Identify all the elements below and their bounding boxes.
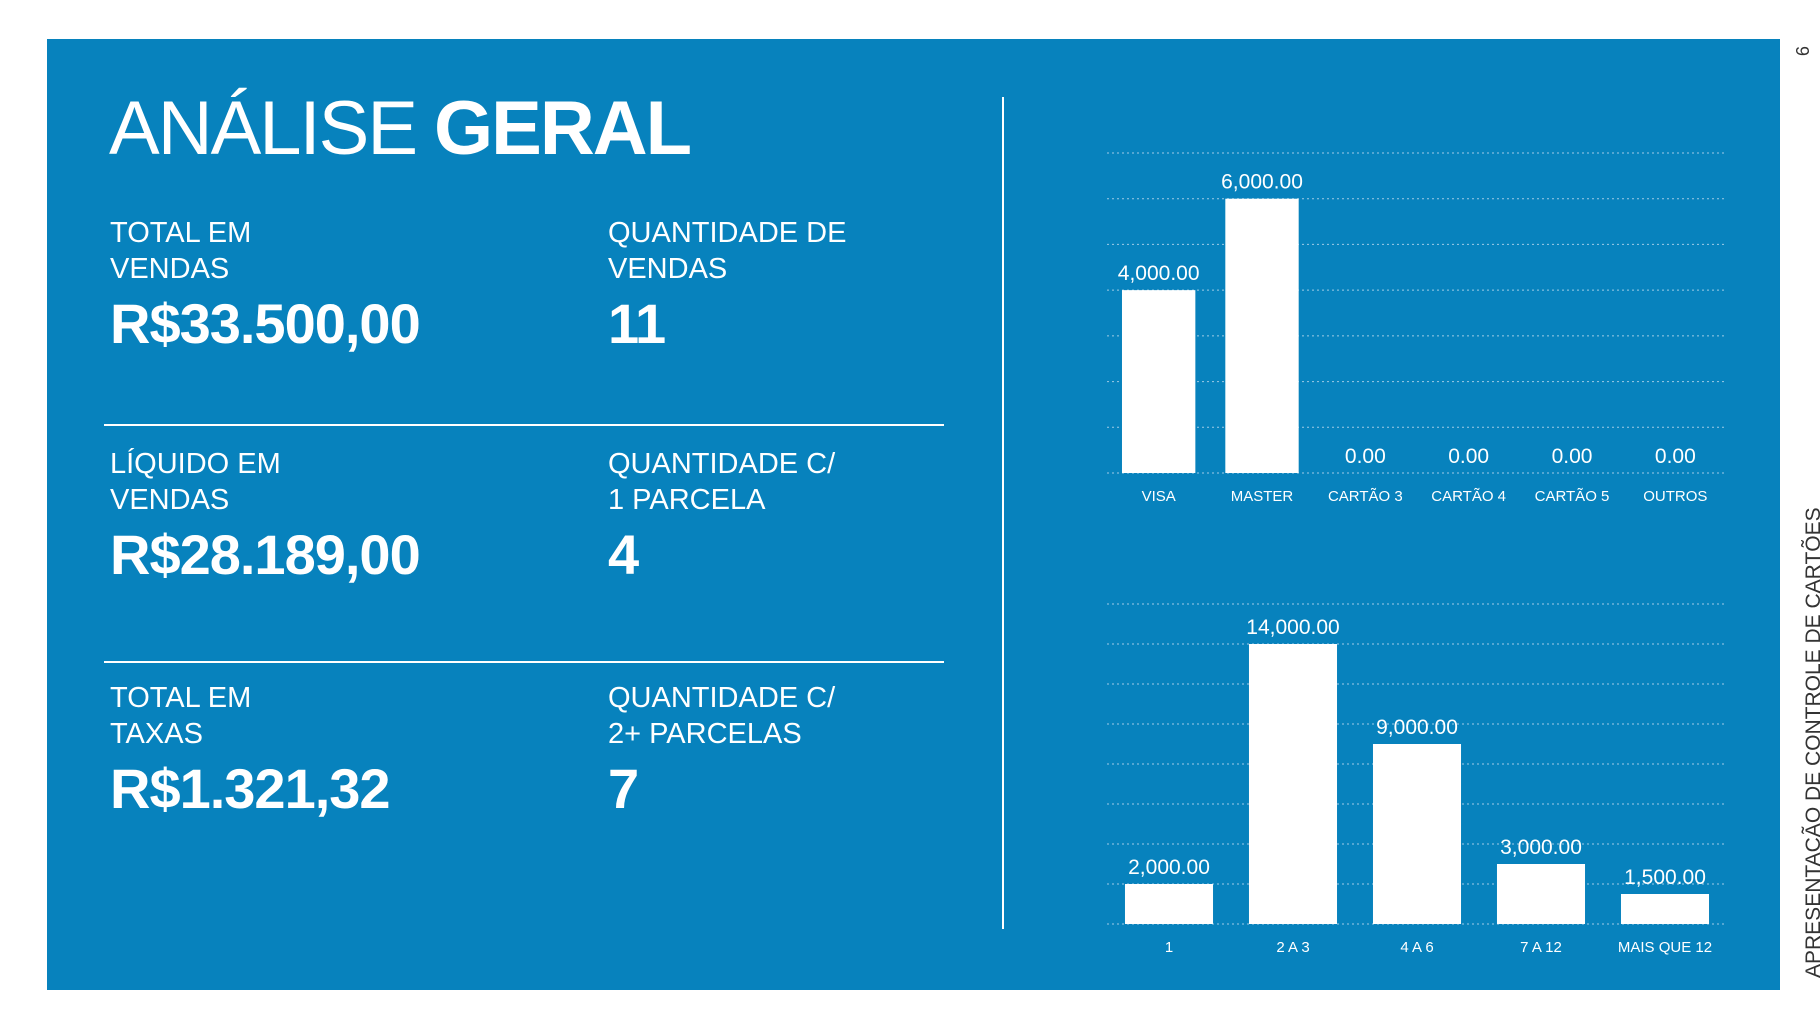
stat-value: 11 [608, 292, 666, 355]
tick-label: CARTÃO 3 [1328, 488, 1403, 505]
stat-label-line-1: QUANTIDADE C/ [608, 448, 836, 480]
stat-label-line-2: TAXAS [110, 718, 203, 750]
tick-label: OUTROS [1643, 488, 1707, 505]
title-light: ANÁLISE [109, 86, 418, 171]
bar [1496, 864, 1586, 924]
tick-label: 2 A 3 [1276, 939, 1309, 956]
stat-label-line-2: VENDAS [110, 253, 230, 285]
stat-label-line-1: TOTAL EM [110, 682, 252, 714]
tick-label: MASTER [1231, 488, 1294, 505]
data-label: 6,000.00 [1221, 171, 1303, 194]
bar [1248, 644, 1338, 924]
bar [1124, 884, 1214, 924]
stat-label-line-1: LÍQUIDO EM [110, 448, 281, 480]
tick-label: VISA [1142, 488, 1176, 505]
stat-value: R$1.321,32 [110, 757, 391, 820]
title-bold: GERAL [434, 86, 692, 171]
stat-label-line-2: 1 PARCELA [608, 484, 766, 516]
stat-value: 7 [608, 757, 639, 820]
main-panel: ANÁLISE GERAL TOTAL EM VENDAS R$33.500,00… [47, 39, 1780, 990]
chart-card-brand: 4,000.00 VISA 6,000.00 MASTER 0.00 CARTÃO 3 0.… [1107, 152, 1727, 505]
divider-2 [104, 661, 944, 663]
stat-value: 4 [608, 523, 639, 586]
side-caption: APRESENTAÇÃO DE CONTROLE DE CARTÕES [1802, 507, 1820, 978]
stat-value: R$33.500,00 [110, 292, 421, 355]
data-label: 14,000.00 [1246, 616, 1339, 639]
stat-label-line-2: 2+ PARCELAS [608, 718, 802, 750]
bar [1121, 290, 1196, 473]
tick-label: CARTÃO 4 [1431, 488, 1506, 505]
data-label: 0.00 [1345, 445, 1386, 468]
stat-quantidade-2-parcelas: QUANTIDADE C/ 2+ PARCELAS 7 [608, 680, 835, 820]
bar [1372, 744, 1462, 924]
stat-total-vendas: TOTAL EM VENDAS R$33.500,00 [110, 215, 421, 355]
tick-label: CARTÃO 5 [1535, 488, 1610, 505]
stat-label-line-1: TOTAL EM [110, 217, 252, 249]
stat-total-taxas: TOTAL EM TAXAS R$1.321,32 [110, 680, 391, 820]
stat-quantidade-1-parcela: QUANTIDADE C/ 1 PARCELA 4 [608, 446, 835, 586]
tick-label: 4 A 6 [1400, 939, 1433, 956]
stat-value: R$28.189,00 [110, 523, 421, 586]
data-label: 0.00 [1655, 445, 1696, 468]
data-label: 1,500.00 [1624, 866, 1706, 889]
data-label: 9,000.00 [1376, 716, 1458, 739]
tick-label: 7 A 12 [1520, 939, 1562, 956]
page-number: 9 [1792, 46, 1812, 57]
chart-installments: 2,000.00 1 14,000.00 2 A 3 9,000.00 4 A 6 3,00… [1107, 603, 1727, 956]
stat-label-line-1: QUANTIDADE C/ [608, 682, 836, 714]
stat-label-line-2: VENDAS [110, 484, 230, 516]
bar [1620, 894, 1710, 924]
vertical-divider [1002, 97, 1004, 929]
stat-label-line-1: QUANTIDADE DE [608, 217, 847, 249]
tick-label: MAIS QUE 12 [1618, 939, 1712, 956]
data-label: 2,000.00 [1128, 856, 1210, 879]
stat-quantidade-vendas: QUANTIDADE DE VENDAS 11 [608, 215, 846, 355]
data-label: 3,000.00 [1500, 836, 1582, 859]
page-title: ANÁLISE GERAL [109, 91, 692, 167]
stat-liquido-vendas: LÍQUIDO EM VENDAS R$28.189,00 [110, 446, 421, 586]
data-label: 4,000.00 [1118, 262, 1200, 285]
bar [1225, 198, 1299, 473]
divider-1 [104, 424, 944, 426]
tick-label: 1 [1165, 939, 1173, 956]
data-label: 0.00 [1448, 445, 1489, 468]
stat-label-line-2: VENDAS [608, 253, 728, 285]
data-label: 0.00 [1552, 445, 1593, 468]
